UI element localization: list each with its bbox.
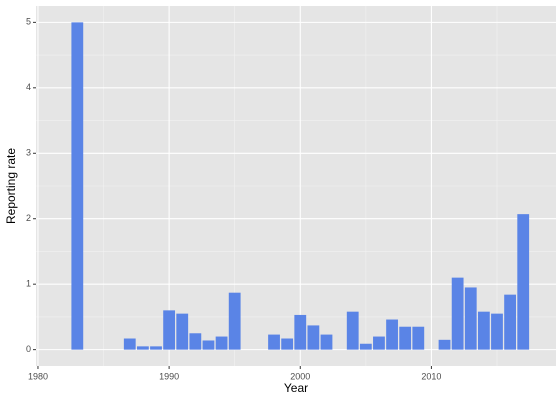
bar (71, 22, 84, 350)
x-tick-label: 2010 (421, 371, 441, 381)
y-tick-label: 1 (26, 279, 31, 289)
bar (491, 313, 503, 350)
bar (464, 287, 477, 350)
bar (477, 311, 490, 350)
bar (202, 340, 215, 350)
bar (307, 325, 320, 350)
y-tick-label: 2 (26, 213, 31, 223)
y-tick-label: 5 (26, 17, 31, 27)
y-tick-label: 0 (26, 344, 31, 354)
bar (346, 311, 359, 350)
bar (412, 326, 425, 350)
bar (268, 334, 280, 350)
bar (281, 338, 294, 350)
bar (359, 343, 372, 350)
bar (123, 338, 136, 350)
bar (163, 310, 176, 350)
y-axis-title: Reporting rate (4, 148, 18, 224)
y-tick-label: 4 (26, 82, 31, 92)
bar (189, 333, 202, 350)
bar (294, 314, 307, 350)
bar (176, 313, 189, 350)
bar (228, 292, 241, 350)
x-tick-label: 1990 (159, 371, 179, 381)
bar (504, 294, 516, 350)
bar (150, 346, 162, 350)
bar (386, 319, 398, 350)
bar (438, 339, 451, 350)
bar (399, 326, 412, 350)
bar (517, 214, 530, 350)
bar (215, 336, 228, 350)
bar (136, 346, 149, 350)
bar (451, 277, 464, 350)
y-tick-label: 3 (26, 148, 31, 158)
x-tick-label: 2000 (290, 371, 310, 381)
bar (320, 334, 333, 350)
bar (373, 336, 385, 350)
x-axis-title: Year (284, 381, 308, 395)
x-tick-label: 1980 (28, 371, 48, 381)
